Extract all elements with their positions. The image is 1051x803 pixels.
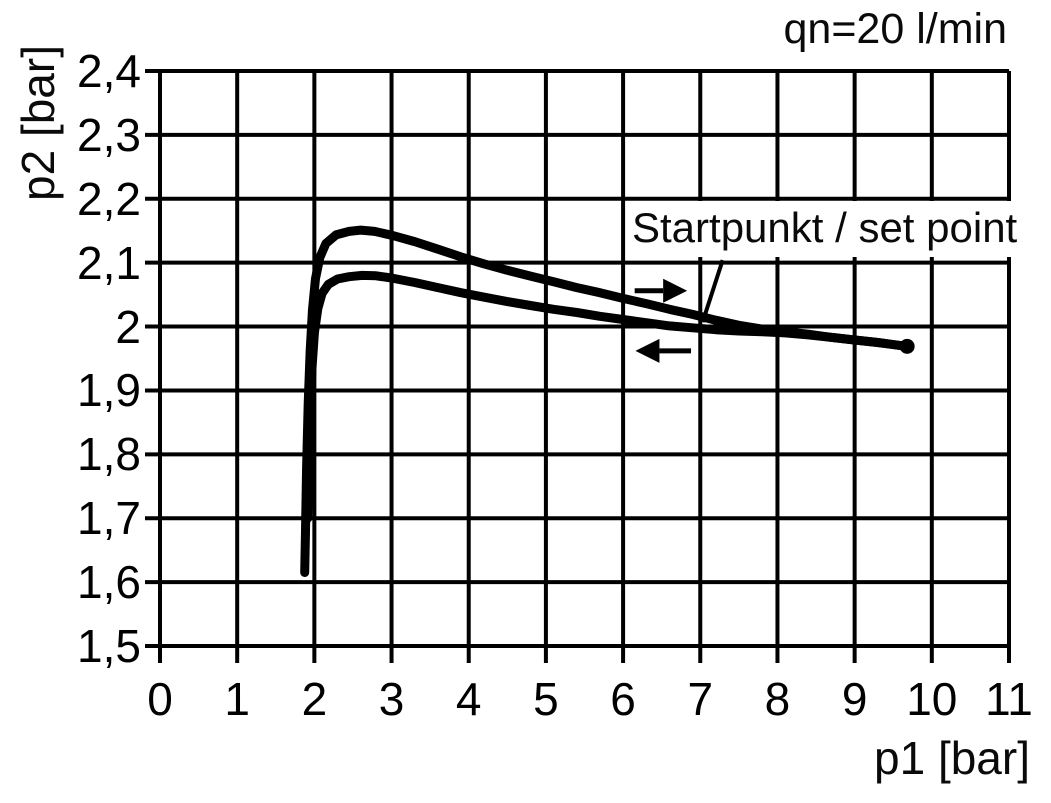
x-tick-label: 2 (301, 673, 328, 725)
direction-arrow-left (635, 338, 692, 363)
x-tick-label: 7 (687, 673, 714, 725)
curve-return-characteristic (303, 270, 912, 523)
y-tick-label: 2,3 (77, 108, 141, 161)
x-tick-label: 5 (533, 673, 559, 725)
y-tick-label: 1,8 (77, 428, 141, 481)
curve-end-marker (899, 338, 915, 354)
grid (145, 69, 1011, 663)
x-tick-label: 1 (224, 673, 250, 725)
direction-arrow-right (634, 278, 688, 303)
y-tick-label: 1,5 (77, 620, 141, 672)
x-tick-label: 10 (906, 673, 958, 725)
y-tick-label: 2,2 (77, 172, 141, 225)
setpoint-annotation: Startpunkt / set point (626, 201, 1028, 258)
y-tick-label: 2,1 (77, 236, 141, 289)
y-tick-label: 1,7 (77, 492, 141, 545)
x-tick-label: 0 (147, 673, 173, 725)
x-tick-label: 11 (985, 673, 1033, 725)
annotation-leader-line (700, 259, 725, 323)
y-tick-label: 2,4 (77, 45, 141, 97)
x-tick-label: 6 (610, 673, 636, 725)
x-tick-label: 4 (455, 673, 482, 725)
x-tick-label: 9 (841, 673, 868, 725)
x-tick-label: 3 (378, 673, 405, 725)
arrow-head-right-icon (663, 278, 688, 303)
y-axis-tick-labels: 2,4 2,3 2,2 2,1 2 1,9 1,8 1,7 1,6 1,5 (0, 0, 141, 803)
x-axis-title: p1 [bar] (874, 732, 1030, 784)
y-tick-label: 2 (115, 300, 141, 353)
y-tick-label: 1,6 (77, 556, 141, 609)
x-tick-label: 8 (764, 673, 791, 725)
y-tick-label: 1,9 (77, 364, 141, 417)
x-axis-tick-labels: 0 1 2 3 4 5 6 7 8 9 10 11 (0, 674, 1051, 734)
arrow-head-left-icon (635, 338, 660, 363)
flow-rate-annotation: qn=20 l/min (783, 5, 1007, 53)
